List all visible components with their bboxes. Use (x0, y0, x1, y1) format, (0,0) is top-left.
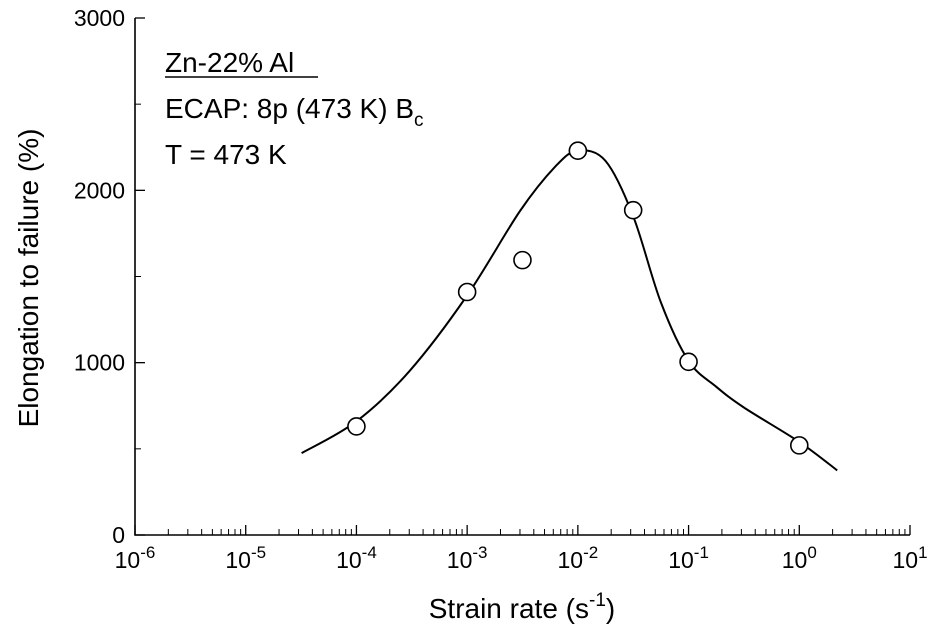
x-tick-label: 10-4 (336, 543, 377, 573)
data-point (568, 141, 588, 160)
data-point (457, 282, 477, 302)
x-tick-label: 10-2 (557, 543, 598, 573)
data-point (789, 436, 809, 455)
x-axis-ticks: 10-6 10-5 10-4 10-3 10-2 10-1 100 101 (115, 525, 928, 573)
x-tick-label: 10-6 (115, 543, 156, 573)
annotation-alloy: Zn-22% Al (165, 47, 294, 78)
x-tick-label: 100 (782, 543, 817, 573)
fit-curve (301, 149, 838, 472)
fit-curve-layer (301, 149, 838, 472)
y-tick-label: 0 (112, 522, 125, 548)
y-axis-ticks: 0 1000 2000 3000 (74, 5, 145, 548)
y-axis-title: Elongation to failure (%) (13, 129, 44, 428)
annotation-ecap: ECAP: 8p (473 K) Bc (165, 93, 424, 131)
x-tick-label: 101 (892, 543, 927, 573)
data-points-layer (347, 141, 809, 455)
x-axis-title: Strain rate (s-1) (429, 590, 616, 624)
annotation-temperature: T = 473 K (165, 139, 287, 170)
data-point (513, 250, 532, 270)
x-tick-label: 10-1 (668, 543, 709, 573)
y-tick-label: 1000 (74, 350, 125, 376)
data-point (347, 417, 366, 436)
data-point (623, 200, 643, 220)
x-tick-label: 10-5 (225, 543, 266, 573)
x-tick-label: 10-3 (447, 543, 488, 573)
y-tick-label: 3000 (74, 5, 125, 31)
data-point (679, 352, 698, 372)
y-tick-label: 2000 (74, 177, 125, 203)
